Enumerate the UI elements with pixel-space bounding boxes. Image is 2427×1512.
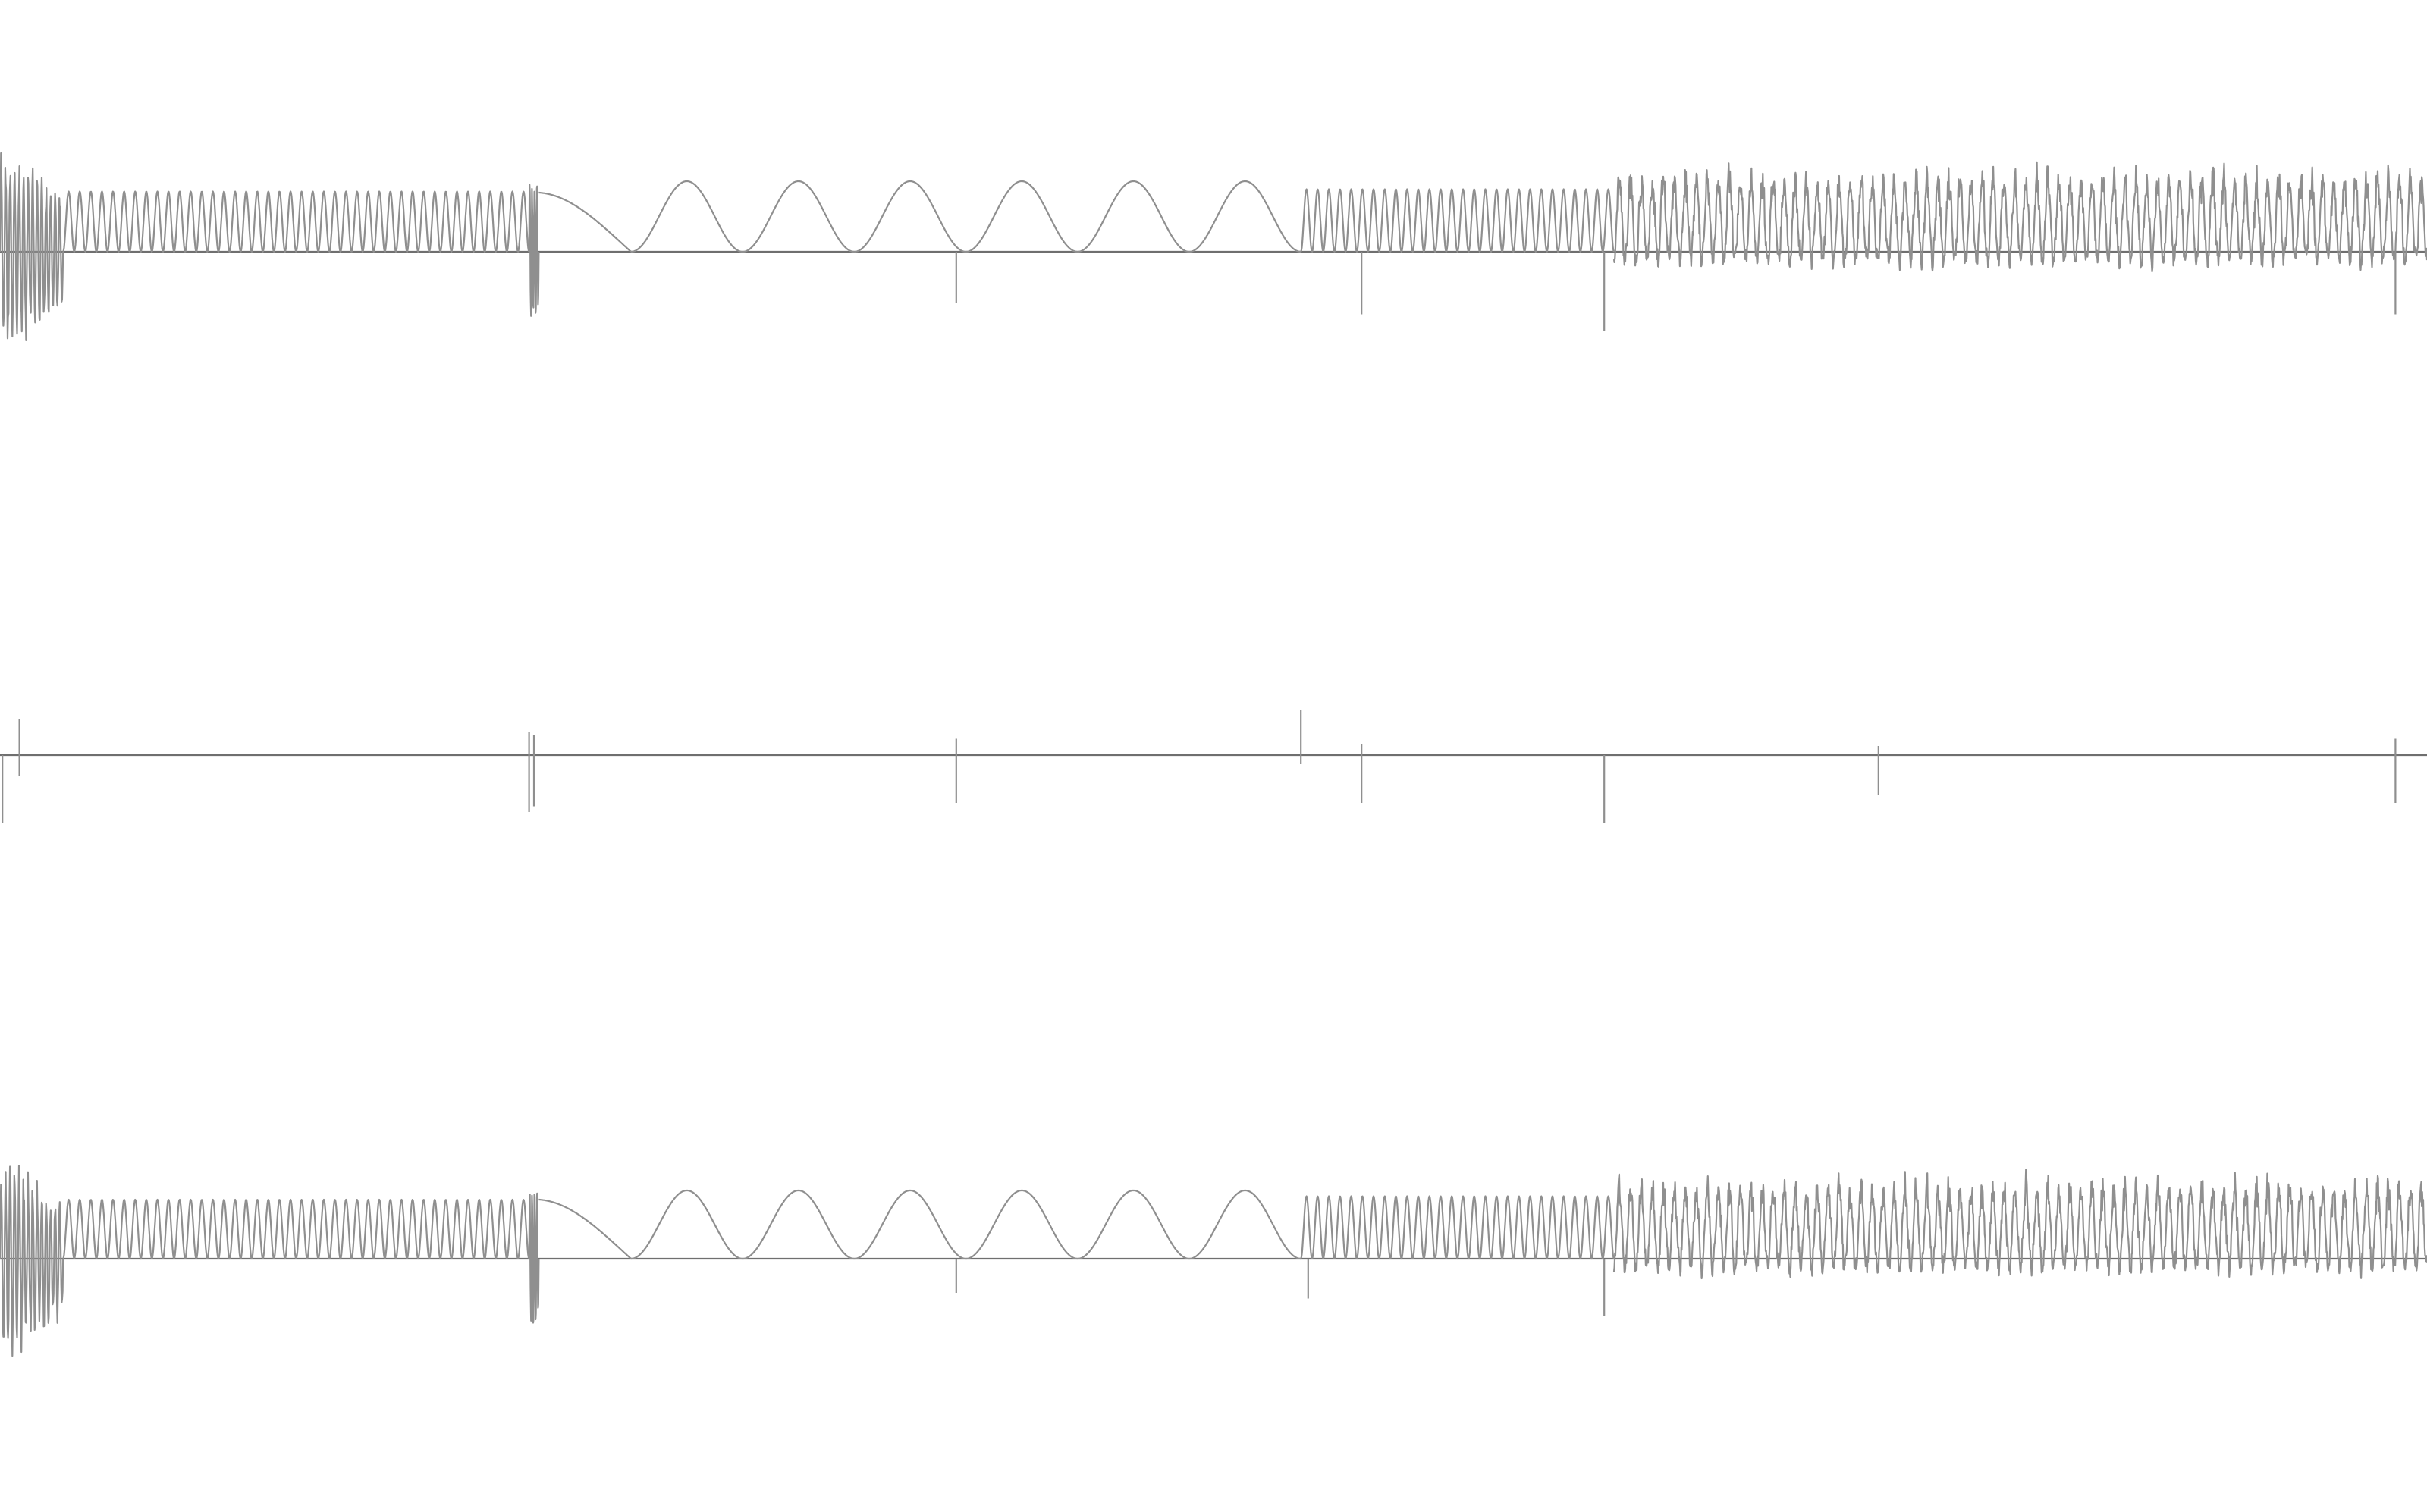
channel-1-segment-4 [538, 191, 632, 253]
channel-3-segment-1 [0, 1165, 64, 1357]
channel-3-segment-7 [1612, 1169, 2427, 1280]
channel-1-segment-3 [528, 184, 540, 317]
channel-3-segment-5 [630, 1189, 1301, 1260]
channel-3-segment-3 [528, 1192, 540, 1324]
channel-2 [0, 710, 2427, 823]
channel-3-segment-4 [538, 1198, 632, 1259]
channel-3 [0, 1165, 2427, 1357]
channel-3-segment-2 [62, 1198, 530, 1260]
channel-1-segment-6 [1300, 188, 1615, 253]
channel-1 [0, 152, 2427, 341]
channel-1-segment-2 [62, 190, 530, 253]
channel-1-segment-5 [630, 180, 1301, 253]
channel-3-segment-6 [1300, 1195, 1615, 1260]
channel-1-segment-1 [0, 152, 64, 341]
channel-1-segment-7 [1612, 161, 2427, 273]
